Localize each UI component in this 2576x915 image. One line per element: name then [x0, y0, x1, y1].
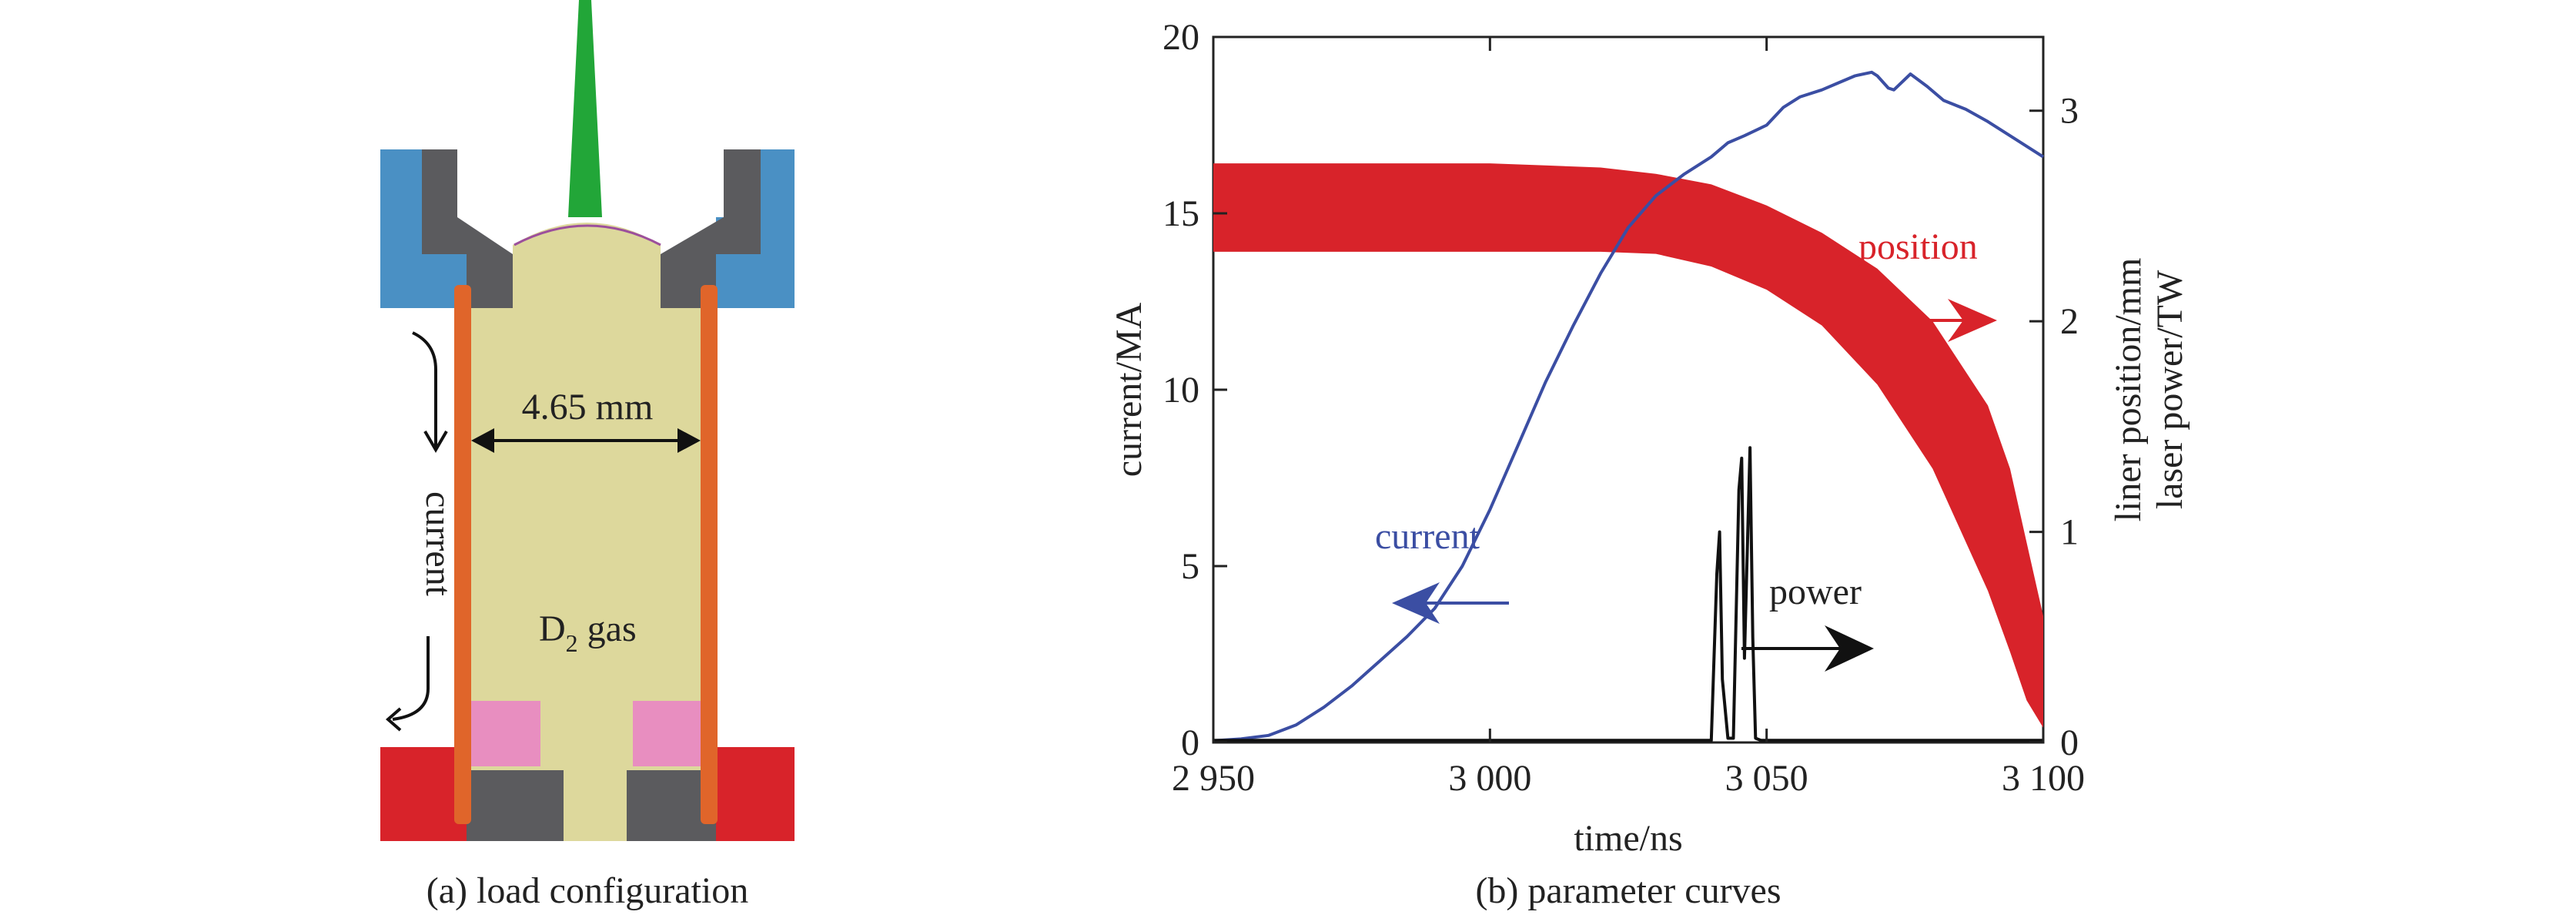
x-axis-label: time/ns	[1574, 818, 1682, 859]
y-right-tick-label: 3	[2060, 91, 2079, 132]
y-axis-label-right-1: liner position/mm	[2108, 258, 2149, 522]
y-right-tick-label: 0	[2060, 722, 2079, 763]
position-arrow	[1872, 299, 1997, 342]
y-left-tick-label: 20	[1163, 17, 1199, 58]
y-left-tick-label: 5	[1181, 546, 1199, 587]
current-label: current	[418, 491, 459, 597]
position-layer	[1213, 163, 2043, 728]
annotation-arrows	[1392, 299, 1997, 672]
power-annotation: power	[1769, 571, 1862, 612]
load-configuration-diagram: 4.65 mm D2 gas current (a) load configur…	[380, 0, 795, 911]
current-line	[1213, 70, 2045, 742]
gas-label-rest: gas	[578, 608, 637, 649]
current-arrow	[1392, 582, 1509, 624]
d2-gas-region	[467, 223, 705, 841]
gas-label: D2 gas	[539, 608, 637, 657]
y-left-tick-label: 15	[1163, 193, 1199, 234]
liner-wall-left	[454, 285, 471, 824]
y-axis-label-right-2: laser power/TW	[2149, 270, 2190, 509]
laser-beam	[568, 0, 602, 217]
y-right-tick-label: 1	[2060, 512, 2079, 553]
y-left-tick-label: 0	[1181, 722, 1199, 763]
power-arrow	[1741, 625, 1874, 672]
top-insulator	[422, 149, 761, 308]
current-flow-arrows	[385, 331, 448, 732]
y-left-tick-label: 10	[1163, 370, 1199, 411]
position-annotation: position	[1858, 226, 1978, 267]
current-annotation: current	[1375, 516, 1480, 557]
x-tick-label: 2 950	[1172, 758, 1255, 799]
y-right-tick-label: 2	[2060, 301, 2079, 342]
y-axis-label-left: current/MA	[1109, 302, 1149, 477]
caption-b: (b) parameter curves	[1475, 870, 1781, 911]
x-tick-label: 3 050	[1725, 758, 1808, 799]
x-tick-label: 3 000	[1448, 758, 1531, 799]
ring-left	[471, 701, 540, 766]
liner-wall-right	[701, 285, 718, 824]
ring-right	[633, 701, 701, 766]
gas-label-main: D	[539, 608, 566, 649]
x-tick-label: 3 100	[2002, 758, 2085, 799]
window-membrane	[514, 224, 661, 246]
gas-label-subscript: 2	[566, 629, 578, 657]
bottom-insulator	[467, 762, 716, 841]
dimension-arrow	[471, 428, 701, 453]
power-layer	[1213, 446, 2043, 742]
caption-a: (a) load configuration	[427, 870, 749, 911]
dimension-label: 4.65 mm	[522, 387, 654, 427]
position-band	[1213, 163, 2043, 728]
power-line	[1213, 446, 2043, 742]
current-layer	[1213, 70, 2045, 742]
